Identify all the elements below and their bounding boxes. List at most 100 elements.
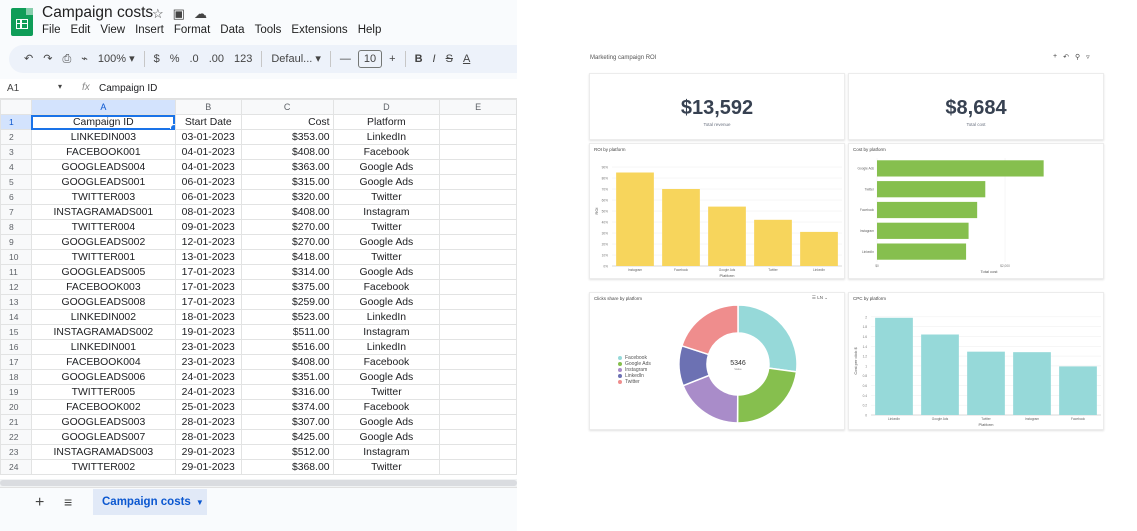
table-cell[interactable]: $270.00 (240, 219, 334, 235)
table-cell[interactable]: Google Ads (332, 234, 441, 250)
font-size-decrease-button[interactable]: — (339, 53, 351, 65)
name-box[interactable]: A1 (7, 83, 20, 94)
table-cell[interactable] (439, 204, 517, 220)
table-cell[interactable]: LINKEDIN001 (30, 339, 176, 355)
all-sheets-button[interactable]: ≡ (64, 494, 73, 510)
table-cell[interactable]: Facebook (332, 279, 441, 295)
cloud-status-icon[interactable]: ☁ (193, 6, 207, 21)
table-cell[interactable] (439, 339, 517, 355)
paint-format-icon[interactable]: ⌁ (81, 53, 88, 65)
legend-item[interactable]: LinkedIn (618, 373, 651, 379)
redo-icon[interactable]: ↷ (43, 53, 53, 65)
table-cell[interactable]: 12-01-2023 (174, 234, 242, 250)
legend-item[interactable]: Facebook (618, 355, 651, 361)
table-cell[interactable] (439, 114, 517, 130)
row-header[interactable]: 12 (0, 279, 32, 295)
table-cell[interactable]: INSTAGRAMADS002 (30, 324, 176, 340)
table-cell[interactable] (439, 294, 517, 310)
table-cell[interactable]: $374.00 (240, 399, 334, 415)
table-cell[interactable]: Instagram (332, 204, 441, 220)
table-cell[interactable]: Twitter (332, 384, 441, 400)
italic-icon[interactable]: I (432, 53, 436, 65)
table-cell[interactable] (439, 324, 517, 340)
table-cell[interactable]: 24-01-2023 (174, 369, 242, 385)
table-cell[interactable] (439, 384, 517, 400)
legend-item[interactable]: Instagram (618, 367, 651, 373)
row-header[interactable]: 4 (0, 159, 32, 175)
row-header[interactable]: 22 (0, 429, 32, 445)
star-icon[interactable]: ☆ (152, 6, 164, 21)
row-header[interactable]: 13 (0, 294, 32, 310)
font-size-increase-button[interactable]: + (389, 53, 396, 65)
table-cell[interactable]: Google Ads (332, 159, 441, 175)
table-cell[interactable] (439, 234, 517, 250)
table-cell[interactable]: TWITTER005 (30, 384, 176, 400)
column-header[interactable]: D (332, 99, 441, 115)
table-cell[interactable] (439, 459, 517, 475)
table-cell[interactable]: TWITTER004 (30, 219, 176, 235)
table-cell[interactable]: INSTAGRAMADS001 (30, 204, 176, 220)
increase-decimal-button[interactable]: .00 (208, 53, 224, 65)
table-cell[interactable]: Twitter (332, 249, 441, 265)
table-cell[interactable]: LinkedIn (332, 129, 441, 145)
row-header[interactable]: 10 (0, 249, 32, 265)
table-cell[interactable]: 04-01-2023 (174, 144, 242, 160)
table-cell[interactable]: 28-01-2023 (174, 429, 242, 445)
row-header[interactable]: 3 (0, 144, 32, 160)
table-cell[interactable]: $408.00 (240, 204, 334, 220)
table-cell[interactable]: $315.00 (240, 174, 334, 190)
row-header[interactable]: 8 (0, 219, 32, 235)
table-cell[interactable]: Twitter (332, 459, 441, 475)
row-header[interactable]: 20 (0, 399, 32, 415)
currency-format-button[interactable]: $ (153, 53, 160, 65)
table-cell[interactable]: $425.00 (240, 429, 334, 445)
table-cell[interactable] (439, 129, 517, 145)
table-cell[interactable]: $408.00 (240, 144, 334, 160)
zoom-select[interactable]: 100% ▾ (97, 53, 135, 65)
table-cell[interactable]: $408.00 (240, 354, 334, 370)
row-header[interactable]: 5 (0, 174, 32, 190)
table-cell[interactable]: 24-01-2023 (174, 384, 242, 400)
column-header[interactable]: A (30, 99, 176, 115)
menu-insert[interactable]: Insert (135, 24, 164, 36)
table-cell[interactable]: 18-01-2023 (174, 309, 242, 325)
table-cell[interactable]: 03-01-2023 (174, 129, 242, 145)
table-cell[interactable]: Google Ads (332, 294, 441, 310)
formula-input[interactable]: Campaign ID (99, 83, 158, 94)
menu-help[interactable]: Help (357, 24, 382, 36)
table-cell[interactable]: 19-01-2023 (174, 324, 242, 340)
table-cell[interactable]: Google Ads (332, 369, 441, 385)
table-cell[interactable]: GOOGLEADS003 (30, 414, 176, 430)
table-cell[interactable]: Google Ads (332, 429, 441, 445)
table-cell[interactable]: $314.00 (240, 264, 334, 280)
table-cell[interactable]: 06-01-2023 (174, 189, 242, 205)
table-cell[interactable]: INSTAGRAMADS003 (30, 444, 176, 460)
row-header[interactable]: 7 (0, 204, 32, 220)
table-cell[interactable] (439, 399, 517, 415)
legend-item[interactable]: Google Ads (618, 361, 651, 367)
table-cell[interactable]: $363.00 (240, 159, 334, 175)
menu-extensions[interactable]: Extensions (291, 24, 348, 36)
add-icon[interactable]: + (1053, 53, 1058, 60)
more-formats-button[interactable]: 123 (233, 53, 253, 65)
move-folder-icon[interactable]: ▣ (172, 6, 185, 21)
table-cell[interactable] (439, 219, 517, 235)
table-cell[interactable]: $270.00 (240, 234, 334, 250)
table-cell[interactable]: Platform (332, 114, 441, 130)
filter-icon[interactable]: ▿ (1086, 54, 1090, 61)
table-cell[interactable]: 23-01-2023 (174, 339, 242, 355)
table-cell[interactable] (439, 159, 517, 175)
table-cell[interactable]: $516.00 (240, 339, 334, 355)
table-cell[interactable]: LinkedIn (332, 309, 441, 325)
table-cell[interactable]: FACEBOOK001 (30, 144, 176, 160)
table-cell[interactable]: 17-01-2023 (174, 294, 242, 310)
table-cell[interactable]: Campaign ID (30, 114, 176, 130)
row-header[interactable]: 2 (0, 129, 32, 145)
table-cell[interactable]: 28-01-2023 (174, 414, 242, 430)
menu-file[interactable]: File (42, 24, 61, 36)
kpi-card-cost[interactable]: $8,684 Total cost (848, 73, 1104, 140)
table-cell[interactable] (439, 369, 517, 385)
table-cell[interactable]: $316.00 (240, 384, 334, 400)
table-cell[interactable] (439, 144, 517, 160)
table-cell[interactable]: Instagram (332, 324, 441, 340)
